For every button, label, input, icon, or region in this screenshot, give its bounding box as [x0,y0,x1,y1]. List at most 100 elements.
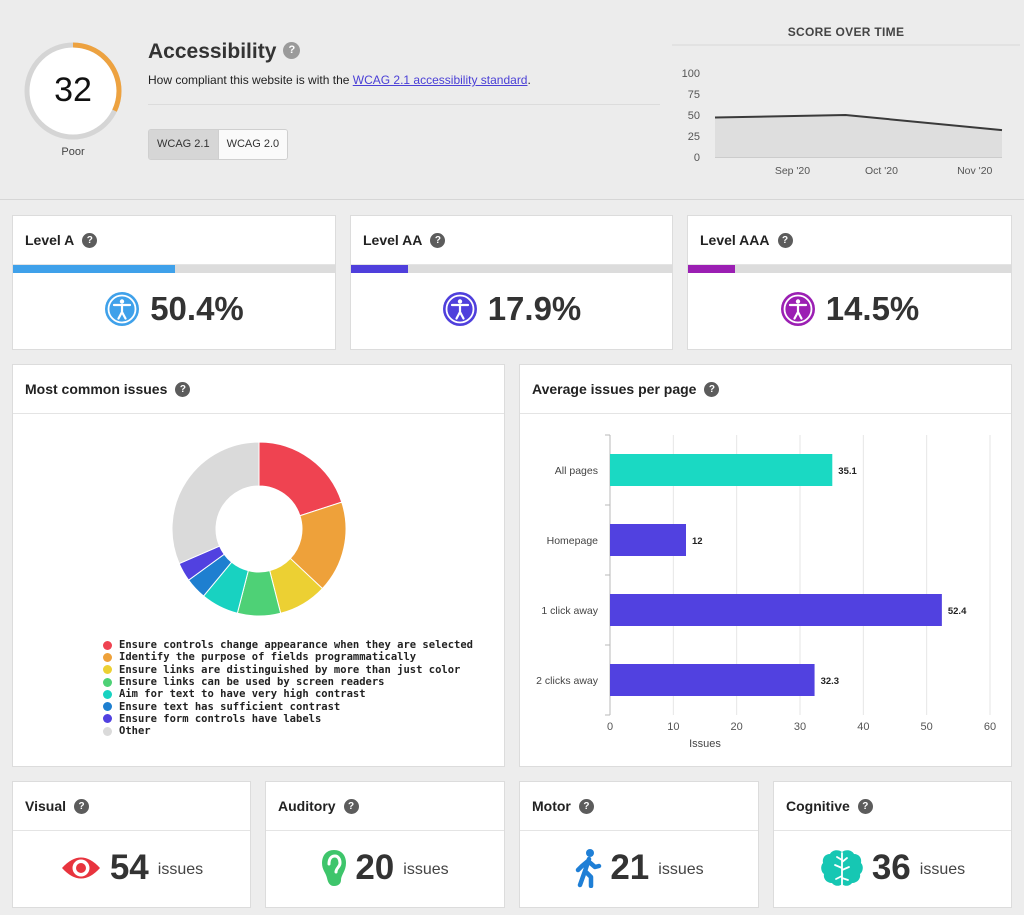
level-aaa-header: Level AAA? [688,216,1011,265]
x-tick-label: Nov '20 [957,165,992,177]
legend-swatch [103,665,112,675]
bar [610,664,815,696]
legend-item[interactable]: Identify the purpose of fields programma… [103,651,473,663]
visual-unit: issues [157,861,204,878]
cognitive-header: Cognitive? [774,782,1011,831]
visual-card: Visual? 54 issues [12,781,251,908]
auditory-card: Auditory? 20 issues [265,781,505,908]
donut-slice [258,441,343,517]
legend-swatch [103,652,112,662]
legend-item[interactable]: Aim for text to have very high contrast [103,688,473,700]
x-tick-label: Oct '20 [865,165,898,177]
motor-unit: issues [658,861,704,878]
score-rating: Poor [61,146,85,158]
x-tick-label: 0 [607,721,613,733]
legend-item[interactable]: Ensure controls change appearance when t… [103,639,473,651]
level-a-title: Level A [25,232,75,248]
wcag-version-toggle: WCAG 2.1 WCAG 2.0 [148,129,289,160]
x-tick-label: 40 [857,721,869,733]
bar-value-label: 32.3 [821,676,840,687]
bar-value-label: 52.4 [948,606,967,617]
y-tick-label: 50 [688,110,700,122]
accessibility-header: 32 Poor Accessibility? How compliant thi… [0,0,1024,200]
legend-item[interactable]: Ensure links are distinguished by more t… [103,664,473,676]
help-icon[interactable]: ? [430,232,446,248]
visual-count: 54 [109,848,149,887]
average-issues-bar-chart: 0 10 20 30 40 50 60 All pages 35.1 Homepage 12 1 cl… [536,434,996,750]
bar [610,594,942,626]
help-icon[interactable]: ? [777,232,793,248]
y-tick-label: 25 [688,131,700,143]
motor-card: Motor? 21 issues [519,781,759,908]
legend-item[interactable]: Other [103,725,473,737]
legend-swatch [103,677,112,687]
page-title-text: Accessibility [148,40,277,63]
level-aa-progress-fill [351,265,409,273]
x-tick-label: 50 [921,721,933,733]
auditory-title: Auditory [278,798,336,814]
y-tick-label: 100 [682,68,700,80]
category-label: Homepage [547,535,599,547]
level-aa-card: Level AA? 17.9% [350,215,673,350]
most-common-issues-header: Most common issues? [13,365,504,414]
visual-value: 54 issues [13,848,250,888]
level-a-progress-fill [13,265,176,273]
wcag-standard-link[interactable]: WCAG 2.1 accessibility standard [352,73,528,87]
accessibility-icon [780,292,815,326]
category-label: All pages [555,465,598,477]
visual-header: Visual? [13,782,250,831]
ear-icon [322,850,347,886]
wcag-2-1-button[interactable]: WCAG 2.1 [149,130,219,159]
bar [610,454,833,486]
issues-donut-chart [171,441,347,617]
description-prefix: How compliant this website is with the [148,73,353,87]
legend-swatch [103,689,112,699]
legend-label: Other [119,725,151,738]
accessibility-icon [442,292,477,326]
motor-count: 21 [610,848,650,887]
cognitive-title: Cognitive [786,798,850,814]
level-aaa-percentage: 14.5% [825,290,920,327]
legend-label: Ensure links can be used by screen reade… [119,676,385,689]
category-label: 1 click away [541,605,598,617]
wcag-2-0-button[interactable]: WCAG 2.0 [218,130,288,159]
level-aa-title: Level AA [363,232,423,248]
help-icon[interactable]: ? [283,41,301,59]
help-icon[interactable]: ? [343,798,359,814]
legend-item[interactable]: Ensure links can be used by screen reade… [103,676,473,688]
x-tick-label: 20 [731,721,743,733]
bar [610,524,686,556]
legend-item[interactable]: Ensure form controls have labels [103,713,473,725]
donut-slice [171,441,260,565]
walking-person-icon [576,849,602,888]
description-suffix: . [527,73,531,87]
legend-label: Identify the purpose of fields programma… [119,651,417,664]
legend-swatch [103,702,112,712]
score-progress-arc [24,42,122,140]
category-label: 2 clicks away [536,675,599,687]
legend-item[interactable]: Ensure text has sufficient contrast [103,700,473,713]
help-icon[interactable]: ? [578,798,594,814]
level-aa-header: Level AA? [351,216,672,265]
x-tick-label: 30 [794,721,806,733]
help-icon[interactable]: ? [82,232,98,248]
help-icon[interactable]: ? [74,798,89,814]
legend-label: Ensure text has sufficient contrast [119,700,341,713]
level-aa-value: 17.9% [351,290,672,328]
level-a-progress-bar [13,265,335,273]
score-over-time-chart: 100 75 50 25 0 Sep '20 Oct '20 Nov '20 [672,44,1020,177]
cognitive-value: 36 issues [774,848,1011,888]
bar-value-label: 35.1 [838,466,857,477]
average-issues-card: Average issues per page? 0 10 20 30 40 50 60 Al… [519,364,1012,767]
help-icon[interactable]: ? [704,381,720,397]
accessibility-icon [105,292,140,326]
help-icon[interactable]: ? [175,381,191,397]
brain-icon [821,850,863,886]
level-aaa-progress-fill [688,265,735,273]
most-common-issues-card: Most common issues? Ensure controls chan… [12,364,505,767]
page-title: Accessibility? [148,40,301,64]
x-tick-label: 60 [984,721,996,733]
cognitive-card: Cognitive? 36 issues [773,781,1012,908]
help-icon[interactable]: ? [857,798,873,814]
eye-icon [61,857,100,879]
